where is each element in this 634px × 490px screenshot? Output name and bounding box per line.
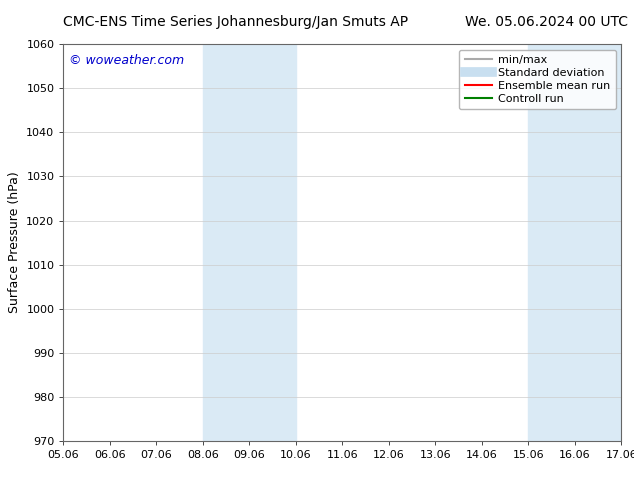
Legend: min/max, Standard deviation, Ensemble mean run, Controll run: min/max, Standard deviation, Ensemble me… xyxy=(459,49,616,109)
Text: We. 05.06.2024 00 UTC: We. 05.06.2024 00 UTC xyxy=(465,15,628,29)
Y-axis label: Surface Pressure (hPa): Surface Pressure (hPa) xyxy=(8,172,21,314)
Text: © woweather.com: © woweather.com xyxy=(69,54,184,67)
Bar xyxy=(203,44,296,441)
Bar xyxy=(528,44,621,441)
Text: CMC-ENS Time Series Johannesburg/Jan Smuts AP: CMC-ENS Time Series Johannesburg/Jan Smu… xyxy=(63,15,408,29)
